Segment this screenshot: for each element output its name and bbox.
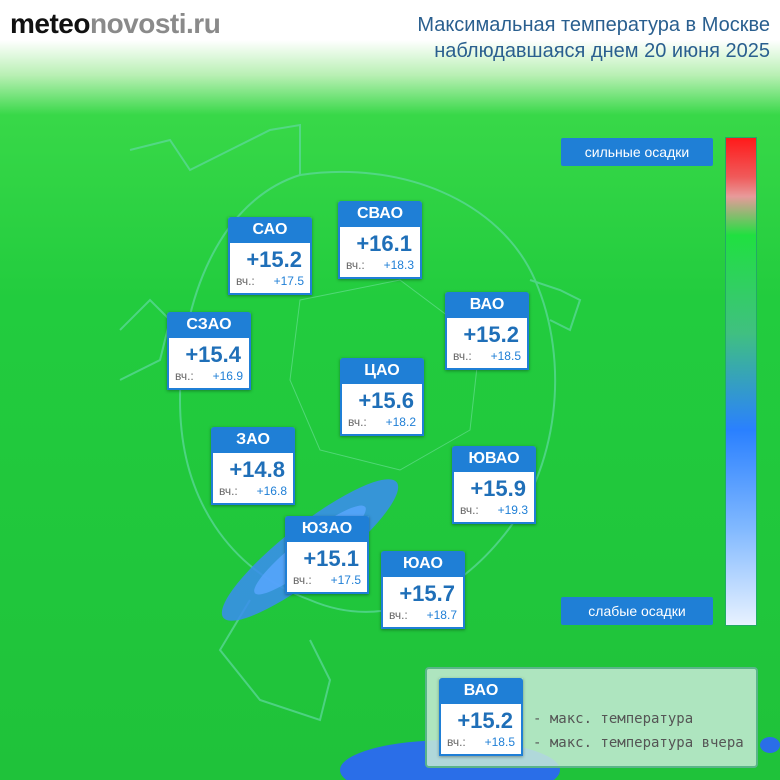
temperature: +15.6 xyxy=(358,388,414,413)
district-card: ЮАО +15.7 вч.: +18.7 xyxy=(381,551,465,629)
temperature: +15.1 xyxy=(303,546,359,571)
prev-label: вч.: xyxy=(219,484,238,498)
subtitle: наблюдавшаяся днем 20 июня 2025 xyxy=(434,40,770,62)
prev-label: вч.: xyxy=(175,369,194,383)
logo-part: novosti.ru xyxy=(89,8,221,39)
temperature: +14.8 xyxy=(229,457,285,482)
card-body: +14.8 вч.: +16.8 xyxy=(211,453,295,505)
card-body: +16.1 вч.: +18.3 xyxy=(338,227,422,279)
prev-label: вч.: xyxy=(389,608,408,622)
prev-label: вч.: xyxy=(447,735,466,749)
prev-temperature: +18.5 xyxy=(484,735,515,749)
prev-label: вч.: xyxy=(293,573,312,587)
temperature: +15.2 xyxy=(457,708,513,733)
district-card: СЗАО +15.4 вч.: +16.9 xyxy=(167,312,251,390)
prev-label: вч.: xyxy=(348,415,367,429)
district-name: ЦАО xyxy=(340,358,424,384)
card-body: +15.7 вч.: +18.7 xyxy=(381,577,465,629)
card-body: +15.2 вч.: +17.5 xyxy=(228,243,312,295)
district-name: ЮЗАО xyxy=(285,516,369,542)
card-body: +15.1 вч.: +17.5 xyxy=(285,542,369,594)
prev-temperature: +17.5 xyxy=(273,274,304,288)
district-name: ВАО xyxy=(445,292,529,318)
prev-temperature: +16.9 xyxy=(212,369,243,383)
legend-text: - макс. температура вчера xyxy=(533,735,744,751)
district-card: ВАО +15.2 вч.: +18.5 xyxy=(439,678,523,756)
prev-label: вч.: xyxy=(460,503,479,517)
district-name: ВАО xyxy=(439,678,523,704)
temperature: +15.2 xyxy=(246,247,302,272)
prev-temperature: +18.3 xyxy=(383,258,414,272)
district-name: ЮАО xyxy=(381,551,465,577)
prev-temperature: +16.8 xyxy=(256,484,287,498)
district-name: СЗАО xyxy=(167,312,251,338)
district-card: ЮВАО +15.9 вч.: +19.3 xyxy=(452,446,536,524)
prev-temperature: +17.5 xyxy=(330,573,361,587)
card-body: +15.2 вч.: +18.5 xyxy=(445,318,529,370)
prev-temperature: +18.2 xyxy=(385,415,416,429)
district-name: ЮВАО xyxy=(452,446,536,472)
district-card: ВАО +15.2 вч.: +18.5 xyxy=(445,292,529,370)
temperature: +16.1 xyxy=(356,231,412,256)
card-body: +15.9 вч.: +19.3 xyxy=(452,472,536,524)
prev-temperature: +18.7 xyxy=(426,608,457,622)
district-name: СВАО xyxy=(338,201,422,227)
card-body: +15.4 вч.: +16.9 xyxy=(167,338,251,390)
district-card: САО +15.2 вч.: +17.5 xyxy=(228,217,312,295)
temperature: +15.7 xyxy=(399,581,455,606)
card-body: +15.2 вч.: +18.5 xyxy=(439,704,523,756)
district-name: САО xyxy=(228,217,312,243)
legend-text: - макс. температура xyxy=(533,711,694,727)
prev-label: вч.: xyxy=(346,258,365,272)
district-card: СВАО +16.1 вч.: +18.3 xyxy=(338,201,422,279)
district-card: ЦАО +15.6 вч.: +18.2 xyxy=(340,358,424,436)
temperature: +15.4 xyxy=(185,342,241,367)
prev-label: вч.: xyxy=(453,349,472,363)
logo-part: meteo xyxy=(10,8,90,39)
title: Максимальная температура в Москве xyxy=(417,14,770,36)
prev-temperature: +18.5 xyxy=(490,349,521,363)
temperature: +15.2 xyxy=(463,322,519,347)
prev-label: вч.: xyxy=(236,274,255,288)
prev-temperature: +19.3 xyxy=(497,503,528,517)
district-card: ЮЗАО +15.1 вч.: +17.5 xyxy=(285,516,369,594)
district-name: ЗАО xyxy=(211,427,295,453)
temperature: +15.9 xyxy=(470,476,526,501)
precip-scale xyxy=(725,137,757,626)
scale-label: сильные осадки xyxy=(561,138,713,166)
logo: meteonovosti.ru xyxy=(10,8,221,40)
card-body: +15.6 вч.: +18.2 xyxy=(340,384,424,436)
scale-label: слабые осадки xyxy=(561,597,713,625)
district-card: ЗАО +14.8 вч.: +16.8 xyxy=(211,427,295,505)
